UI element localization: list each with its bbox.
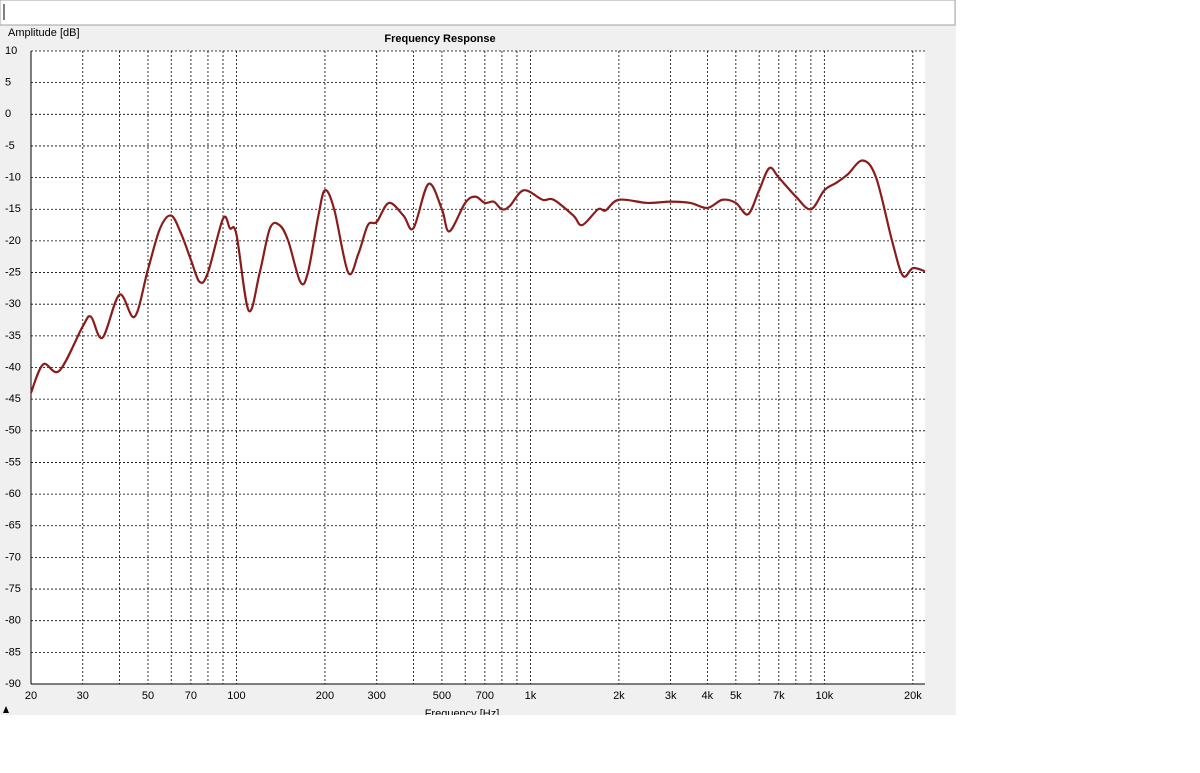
y-tick-label: -60 — [5, 488, 21, 500]
x-tick-label: 500 — [433, 690, 451, 702]
plot-area — [31, 51, 925, 684]
y-tick-label: -90 — [5, 678, 21, 690]
input-box[interactable] — [0, 0, 956, 26]
y-tick-label: -80 — [5, 615, 21, 627]
y-tick-label: 10 — [5, 45, 17, 57]
x-tick-label: 5k — [730, 690, 742, 702]
scroll-arrow[interactable] — [3, 706, 9, 713]
y-axis-label: Amplitude [dB] — [8, 27, 80, 39]
x-tick-label: 10k — [815, 690, 833, 702]
y-tick-label: -20 — [5, 235, 21, 247]
y-tick-label: -85 — [5, 646, 21, 658]
x-tick-label: 20k — [904, 690, 922, 702]
y-tick-label: -45 — [5, 393, 21, 405]
x-tick-label: 300 — [368, 690, 386, 702]
x-tick-label: 20 — [25, 690, 37, 702]
plot: 1050-5-10-15-20-25-30-35-40-45-50-55-60-… — [5, 45, 926, 702]
x-tick-label: 100 — [227, 690, 245, 702]
y-tick-label: -55 — [5, 456, 21, 468]
y-tick-label: -75 — [5, 583, 21, 595]
x-tick-label: 2k — [613, 690, 625, 702]
x-label-group: Frequency [Hz] — [425, 708, 500, 720]
y-tick-label: -25 — [5, 266, 21, 278]
y-tick-label: -15 — [5, 203, 21, 215]
y-tick-label: -5 — [5, 140, 15, 152]
x-tick-label: 70 — [185, 690, 197, 702]
x-axis-label: Frequency [Hz] — [425, 708, 500, 720]
chart-title: Frequency Response — [384, 33, 495, 45]
x-tick-label: 7k — [773, 690, 785, 702]
y-tick-label: 0 — [5, 108, 11, 120]
y-tick-label: 5 — [5, 77, 11, 89]
x-tick-label: 50 — [142, 690, 154, 702]
y-tick-label: -35 — [5, 330, 21, 342]
y-tick-label: -30 — [5, 298, 21, 310]
x-tick-label: 200 — [316, 690, 334, 702]
y-tick-label: -65 — [5, 520, 21, 532]
y-tick-label: -40 — [5, 361, 21, 373]
x-tick-label: 3k — [665, 690, 677, 702]
x-tick-label: 4k — [702, 690, 714, 702]
y-tick-label: -10 — [5, 172, 21, 184]
response-line — [29, 159, 926, 394]
y-tick-label: -70 — [5, 551, 21, 563]
y-tick-label: -50 — [5, 425, 21, 437]
x-tick-label: 700 — [476, 690, 494, 702]
x-tick-label: 1k — [525, 690, 537, 702]
x-tick-label: 30 — [77, 690, 89, 702]
